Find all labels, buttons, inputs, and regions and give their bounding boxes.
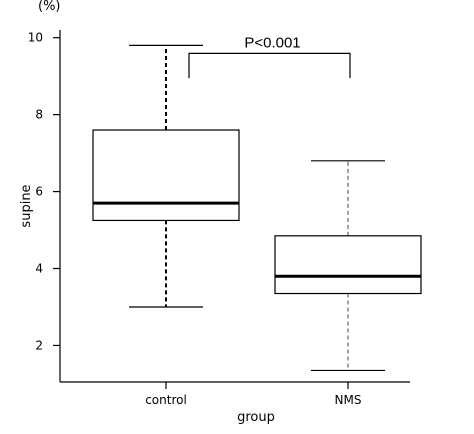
x-tick-label: NMS [335, 393, 362, 407]
y-tick-label: 4 [35, 262, 43, 276]
x-ticks: control NMS [145, 382, 361, 407]
axes [59, 30, 410, 383]
x-tick-label: control [145, 393, 187, 407]
y-tick-label: 10 [28, 31, 43, 45]
x-axis-title: group [237, 410, 275, 425]
iqr-box [274, 235, 422, 295]
significance-bracket [188, 52, 351, 79]
y-tick-label: 8 [35, 108, 43, 122]
significance-annotation: P<0.001 [188, 34, 351, 79]
box-control [92, 44, 240, 308]
y-unit-label: (%) [38, 0, 61, 14]
boxes [92, 44, 422, 372]
iqr-box [92, 129, 240, 222]
y-tick-label: 6 [35, 185, 43, 199]
box-NMS [274, 160, 422, 372]
y-tick-label: 2 [35, 338, 43, 352]
y-axis-title: supine [19, 184, 34, 227]
p-value-label: P<0.001 [244, 34, 300, 51]
y-ticks: 2 4 6 8 10 [28, 31, 60, 352]
